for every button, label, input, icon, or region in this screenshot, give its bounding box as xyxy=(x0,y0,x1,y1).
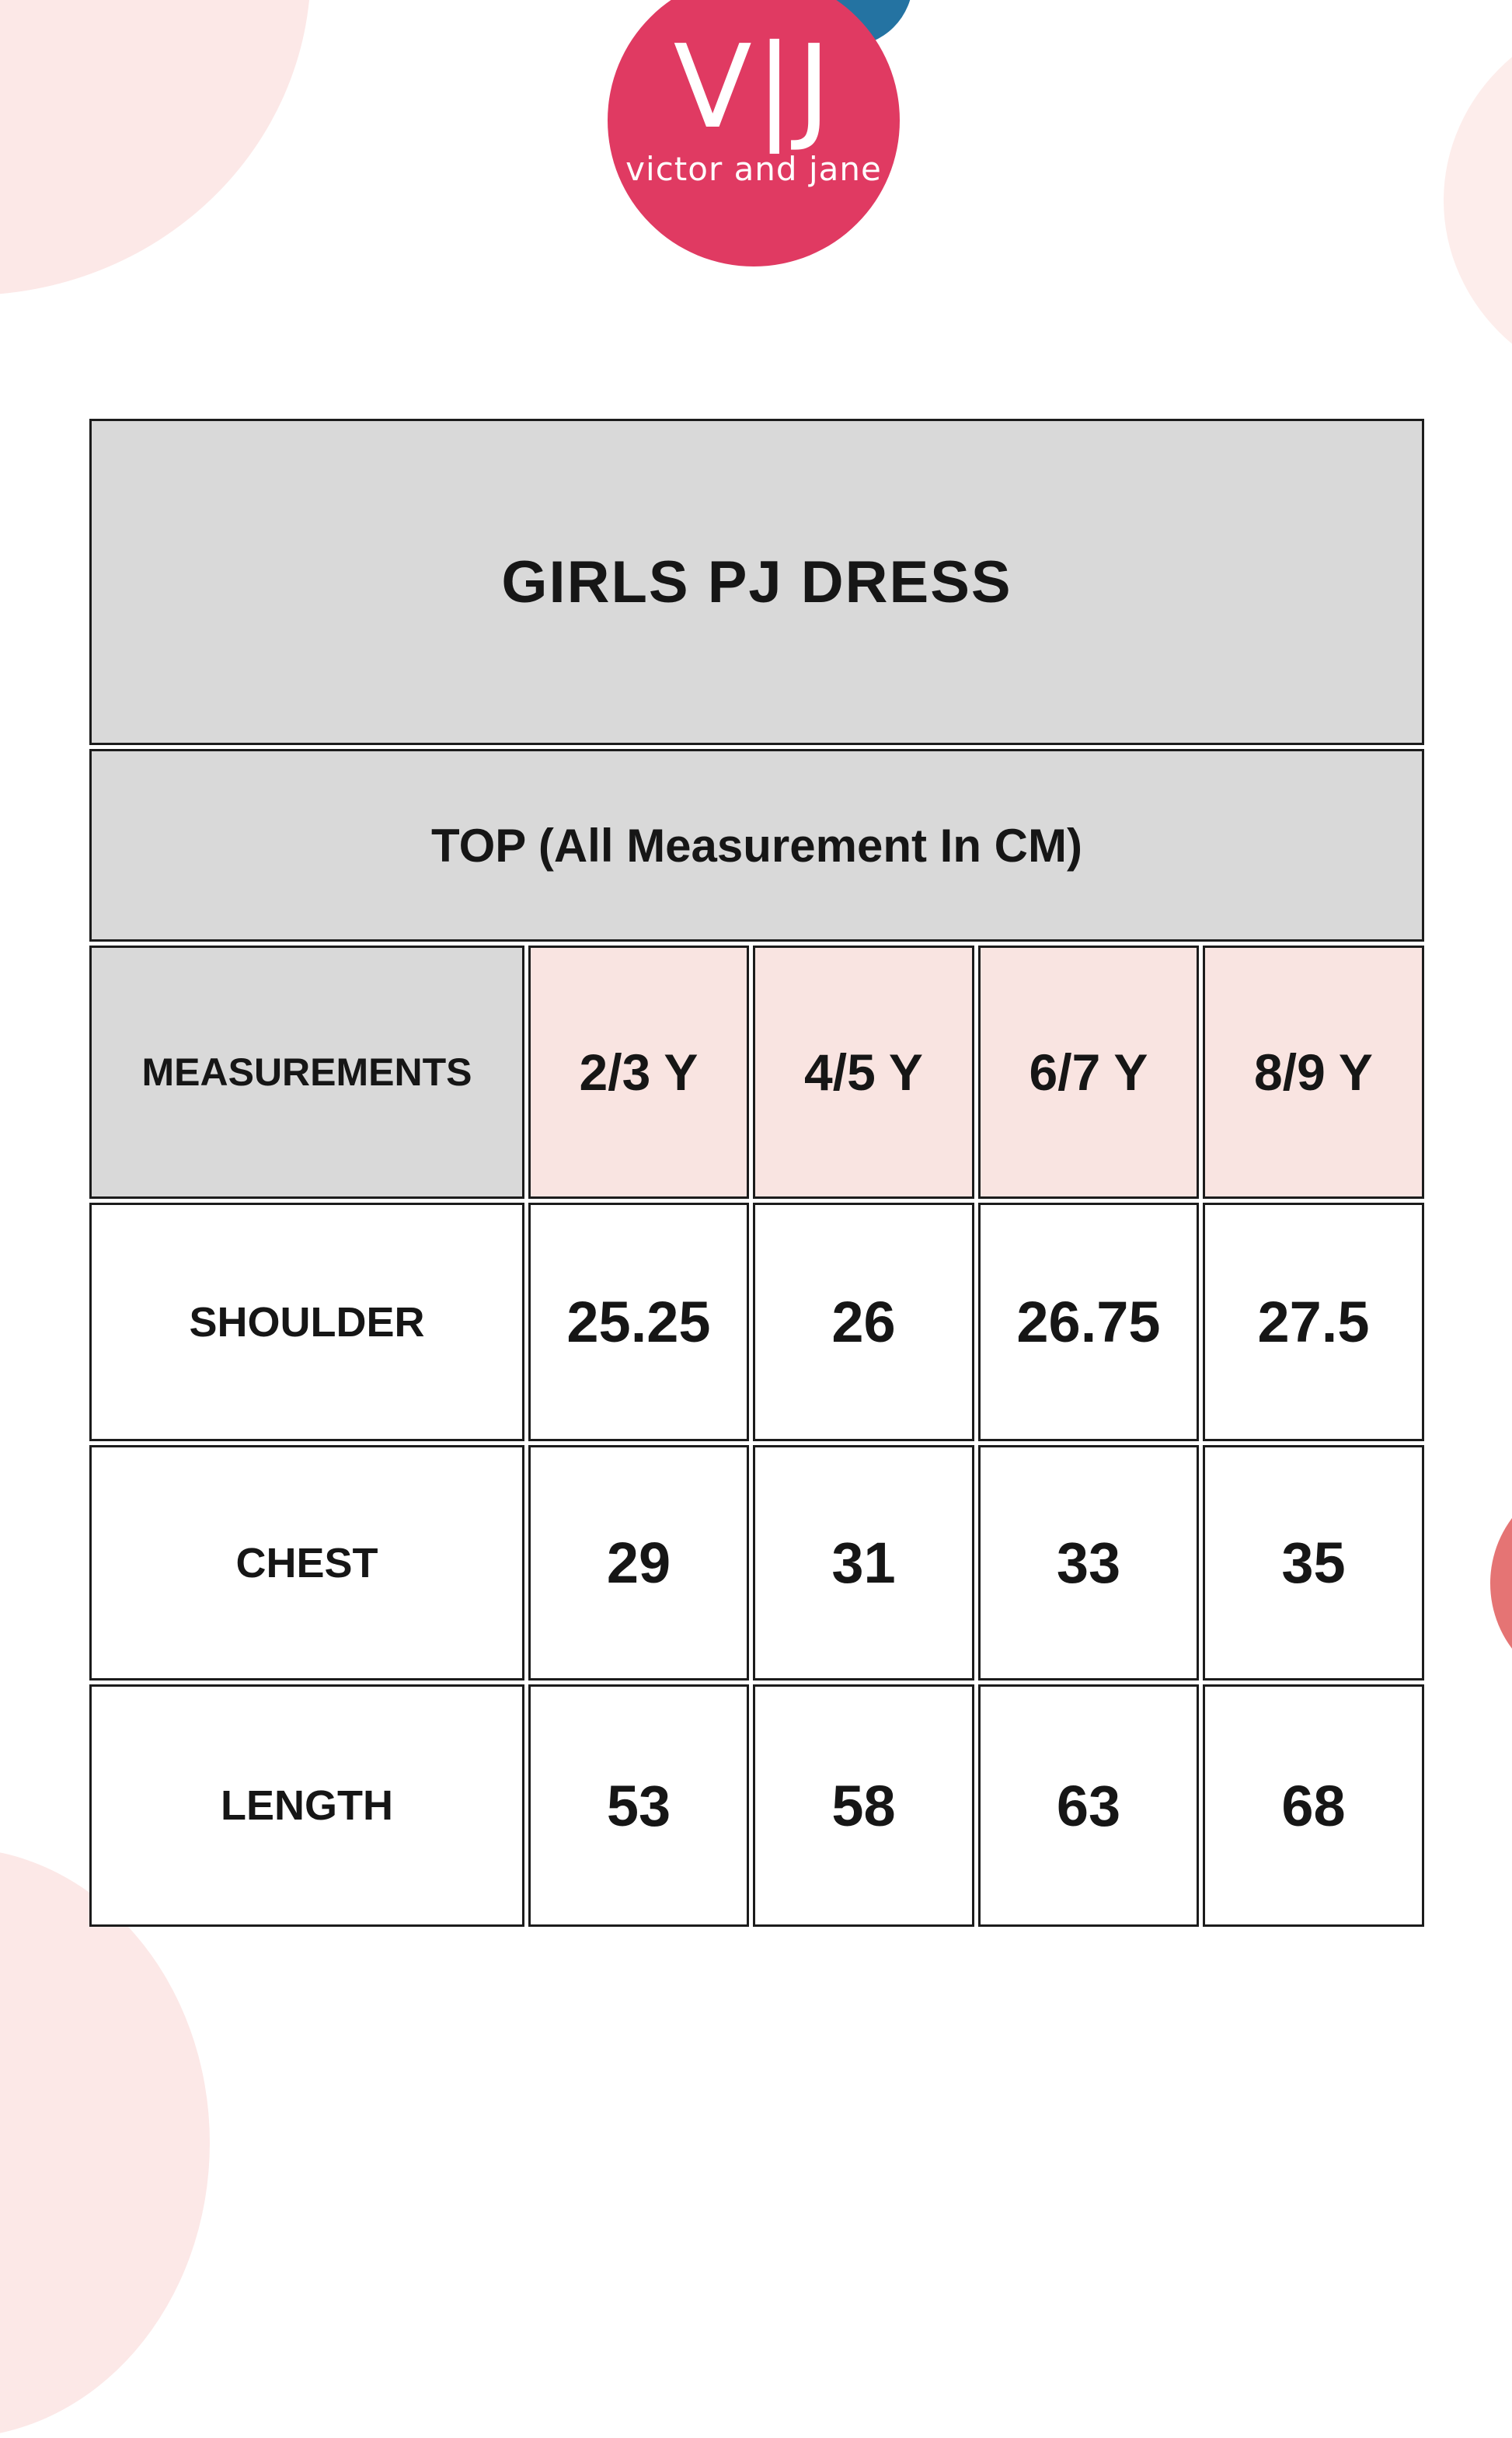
measurement-value: 29 xyxy=(528,1445,749,1680)
measurement-value: 31 xyxy=(753,1445,974,1680)
size-col-header: 6/7 Y xyxy=(978,946,1199,1199)
row-label-length: LENGTH xyxy=(89,1684,524,1927)
size-chart-table: GIRLS PJ DRESS TOP (All Measurement In C… xyxy=(89,419,1424,1927)
pink-blob-bottom-left xyxy=(0,1848,210,2438)
coral-circle-right xyxy=(1490,1475,1512,1692)
row-label-shoulder: SHOULDER xyxy=(89,1203,524,1441)
measurement-value: 26.75 xyxy=(978,1203,1199,1441)
measurement-value: 25.25 xyxy=(528,1203,749,1441)
measurement-value: 27.5 xyxy=(1203,1203,1424,1441)
measurement-value: 53 xyxy=(528,1684,749,1927)
size-col-header: 4/5 Y xyxy=(753,946,974,1199)
measurements-header: MEASUREMENTS xyxy=(89,946,524,1199)
chart-title: GIRLS PJ DRESS xyxy=(89,419,1424,745)
pink-blob-top-left xyxy=(0,0,311,295)
measurement-value: 63 xyxy=(978,1684,1199,1927)
measurement-value: 33 xyxy=(978,1445,1199,1680)
measurement-value: 68 xyxy=(1203,1684,1424,1927)
brand-logo: V|J victor and jane xyxy=(608,0,900,266)
row-label-chest: CHEST xyxy=(89,1445,524,1680)
measurement-value: 26 xyxy=(753,1203,974,1441)
measurement-value: 35 xyxy=(1203,1445,1424,1680)
logo-monogram: V|J xyxy=(673,20,834,154)
chart-subtitle: TOP (All Measurement In CM) xyxy=(89,749,1424,942)
size-col-header: 2/3 Y xyxy=(528,946,749,1199)
size-col-header: 8/9 Y xyxy=(1203,946,1424,1199)
measurement-value: 58 xyxy=(753,1684,974,1927)
pink-blob-top-right xyxy=(1444,6,1512,395)
logo-brand-name: victor and jane xyxy=(625,150,882,188)
